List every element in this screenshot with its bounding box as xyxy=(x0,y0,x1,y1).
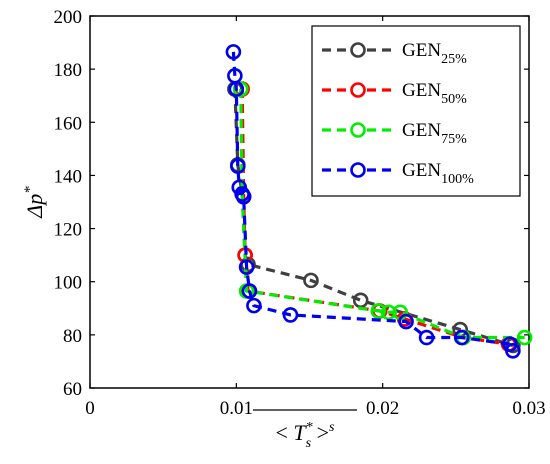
legend-item: GEN100% xyxy=(322,160,474,187)
legend-label: GEN25% xyxy=(402,40,467,67)
legend-label: GEN75% xyxy=(402,120,467,147)
data-point xyxy=(232,81,249,97)
data-point xyxy=(418,329,435,346)
x-tick-label: 0 xyxy=(85,398,95,419)
y-tick-label: 200 xyxy=(54,7,83,28)
data-point xyxy=(282,307,299,323)
y-tick-label: 140 xyxy=(54,166,83,187)
data-point xyxy=(398,313,414,330)
y-tick-label: 180 xyxy=(54,60,83,81)
series-line xyxy=(233,89,514,348)
axis-ticks: 0 0.01 0.02 0.03 60 80 100 120 140 160 180 200 xyxy=(54,7,546,419)
data-point xyxy=(516,329,533,346)
legend-label: GEN50% xyxy=(402,80,467,107)
data-point xyxy=(238,259,255,275)
x-tick-label: 0.02 xyxy=(366,398,399,419)
y-tick-label: 120 xyxy=(54,220,83,241)
data-point xyxy=(505,342,521,359)
data-point xyxy=(303,272,319,289)
series-GEN100% xyxy=(225,44,521,359)
data-point xyxy=(229,158,246,174)
y-axis-label: Δp* xyxy=(22,186,47,219)
x-axis-label: < T* s >s xyxy=(253,409,357,451)
y-tick-label: 60 xyxy=(63,379,82,400)
data-point xyxy=(228,81,245,97)
legend-label: GEN100% xyxy=(402,160,474,187)
legend-item: GEN50% xyxy=(322,80,467,107)
series-line xyxy=(231,51,515,352)
legend-marker xyxy=(350,82,366,98)
legend-item: GEN25% xyxy=(322,40,467,67)
legend-item: GEN75% xyxy=(322,120,467,147)
data-point xyxy=(370,303,387,319)
x-tick-label: 0.01 xyxy=(220,398,253,419)
y-tick-label: 160 xyxy=(54,113,83,134)
data-point xyxy=(246,297,262,314)
series-layer xyxy=(225,44,533,359)
legend-box xyxy=(311,25,521,197)
x-tick-label: 0.03 xyxy=(512,398,545,419)
series-line xyxy=(240,89,509,346)
legend-marker xyxy=(350,162,366,178)
data-point xyxy=(453,329,470,346)
data-point xyxy=(225,44,242,60)
series-line xyxy=(239,89,525,340)
svg-text:< T*s >s: < T* s >s xyxy=(276,420,336,451)
legend-marker xyxy=(350,122,366,138)
legend-marker xyxy=(350,42,366,58)
data-point xyxy=(235,188,252,205)
data-point xyxy=(241,283,258,299)
legend: GEN25% GEN50% GEN75% GEN100% xyxy=(311,25,521,197)
y-tick-label: 80 xyxy=(63,326,82,347)
y-tick-label: 100 xyxy=(54,273,83,294)
